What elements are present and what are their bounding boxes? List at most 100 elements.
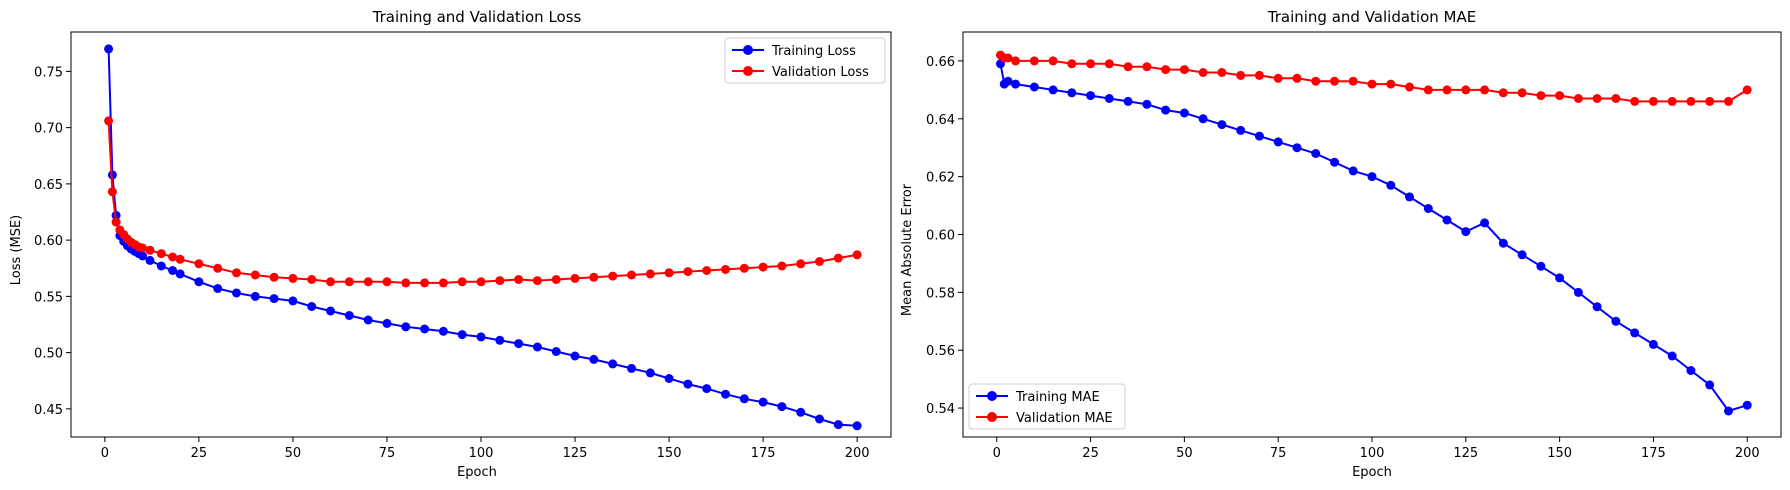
validation-loss-point <box>589 272 599 282</box>
mae-xtick-label: 75 <box>1270 446 1287 461</box>
loss-xtick-label: 150 <box>657 446 682 461</box>
training-loss-point <box>551 347 561 356</box>
training-mae-point <box>1161 105 1171 115</box>
training-mae-point <box>1630 328 1640 338</box>
loss-legend-box <box>724 37 886 84</box>
training-loss-point <box>401 322 411 332</box>
validation-loss-point <box>683 267 693 277</box>
validation-loss-line <box>107 120 858 284</box>
validation-loss-point <box>758 262 768 272</box>
validation-loss-point <box>739 263 749 273</box>
training-loss-point <box>104 44 114 54</box>
training-mae-point <box>1423 204 1433 213</box>
training-loss-point <box>288 296 298 306</box>
training-loss-point <box>145 255 155 265</box>
validation-mae-point <box>1011 56 1020 66</box>
validation-loss-point <box>401 278 411 288</box>
validation-loss-point <box>288 273 298 283</box>
loss-legend-marker-validation <box>743 66 753 76</box>
training-loss-point <box>739 394 749 404</box>
validation-mae-point <box>1348 76 1358 86</box>
training-loss-point <box>138 251 147 261</box>
validation-mae-point <box>1498 88 1508 98</box>
validation-mae-point <box>1405 82 1414 92</box>
mae-legend-label-training: Training MAE <box>1015 390 1100 405</box>
training-mae-point <box>1480 218 1490 228</box>
validation-mae-point <box>1573 94 1583 103</box>
mae-xtick-label: 0 <box>993 446 1001 461</box>
validation-mae-point <box>1517 88 1527 98</box>
validation-mae-point <box>1536 91 1546 101</box>
mae-ytick-label: 0.60 <box>926 229 955 244</box>
mae-chart: Training and Validation MAE Mean Absolut… <box>900 8 1782 480</box>
validation-mae-point <box>1086 59 1096 69</box>
mae-ytick-label: 0.62 <box>926 171 955 186</box>
validation-mae-point <box>1705 96 1715 106</box>
validation-mae-point <box>1311 76 1321 86</box>
validation-loss-point <box>326 277 335 287</box>
training-loss-point <box>495 335 505 345</box>
loss-ytick-label: 0.60 <box>34 234 63 249</box>
validation-loss-point <box>420 278 430 288</box>
training-loss-point <box>269 294 279 304</box>
training-mae-point <box>1217 120 1227 130</box>
training-mae-point <box>1517 250 1527 260</box>
mae-xtick-label: 50 <box>1176 446 1193 461</box>
validation-mae-point <box>1686 96 1696 106</box>
training-mae-point <box>1367 172 1377 182</box>
loss-chart-legend: Training Loss Validation Loss <box>724 37 886 84</box>
mae-chart-frame <box>962 31 1782 438</box>
training-mae-point <box>1198 114 1208 124</box>
validation-loss-point <box>570 273 580 283</box>
loss-chart-xlabel: Epoch <box>457 465 497 480</box>
loss-chart: Training and Validation Loss Loss (MSE) … <box>9 8 892 480</box>
training-loss-point <box>664 374 674 383</box>
mae-xtick-label: 25 <box>1082 446 1099 461</box>
validation-loss-point <box>232 268 241 278</box>
mae-chart-ylabel: Mean Absolute Error <box>900 183 915 316</box>
loss-legend-marker-training <box>743 45 753 55</box>
training-mae-point <box>1686 366 1696 375</box>
loss-ytick-label: 0.65 <box>34 178 63 193</box>
mae-ytick-label: 0.58 <box>926 286 955 301</box>
training-loss-point <box>168 266 178 275</box>
training-mae-point <box>1330 157 1339 167</box>
training-loss-point <box>721 389 730 399</box>
training-mae-point <box>1123 96 1133 106</box>
training-mae-point <box>1461 227 1471 237</box>
loss-ytick-label: 0.55 <box>34 290 63 305</box>
loss-xtick-label: 200 <box>845 446 870 461</box>
training-loss-point <box>852 421 862 431</box>
validation-loss-point <box>307 275 317 284</box>
validation-mae-point <box>1254 70 1264 80</box>
validation-mae-point <box>1292 73 1302 83</box>
validation-mae-point <box>1555 91 1565 101</box>
mae-ytick-label: 0.54 <box>926 402 955 417</box>
validation-loss-point <box>608 271 618 281</box>
validation-mae-point <box>1161 65 1171 75</box>
loss-xtick-label: 0 <box>101 446 109 461</box>
training-loss-point <box>307 302 317 311</box>
validation-mae-point <box>1724 96 1733 106</box>
training-loss-point <box>702 384 712 394</box>
training-loss-point <box>627 363 636 373</box>
loss-xtick-label: 100 <box>469 446 494 461</box>
validation-loss-point <box>664 268 674 278</box>
validation-loss-point <box>382 277 392 287</box>
training-loss-point <box>420 324 430 334</box>
training-loss-point <box>683 379 693 389</box>
training-mae-point <box>1555 273 1565 283</box>
training-mae-point <box>1011 79 1020 89</box>
mae-ytick-label: 0.66 <box>926 55 955 70</box>
validation-mae-point <box>1067 59 1077 69</box>
training-loss-point <box>833 420 843 430</box>
training-loss-point <box>570 351 580 361</box>
training-mae-point <box>1179 108 1189 118</box>
loss-chart-series <box>104 44 862 431</box>
training-mae-point <box>1648 339 1658 349</box>
validation-mae-point <box>1480 85 1490 95</box>
validation-loss-point <box>111 217 121 227</box>
validation-loss-point <box>213 263 223 273</box>
mae-chart-xlabel: Epoch <box>1352 465 1392 480</box>
